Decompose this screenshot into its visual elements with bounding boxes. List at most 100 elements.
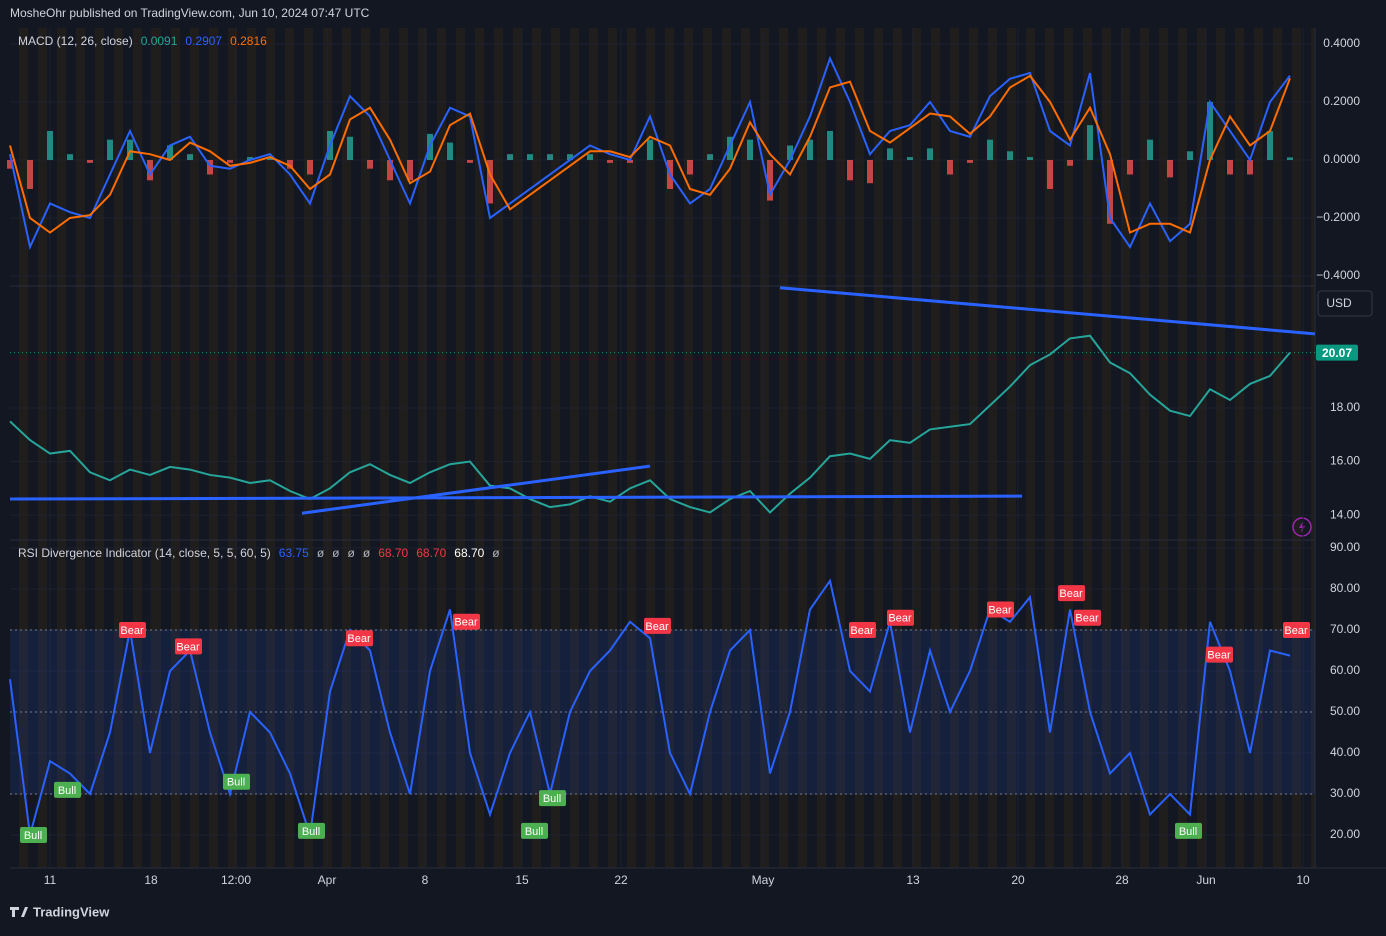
histogram-bar (1007, 151, 1013, 160)
histogram-bar (747, 139, 753, 160)
signal-tag (298, 822, 325, 839)
legend-value: ø (332, 546, 340, 560)
signal-label: Bear (888, 613, 912, 625)
histogram-bar (487, 159, 493, 204)
signal-tag (346, 630, 373, 647)
histogram-bar (587, 154, 593, 160)
histogram-bar (827, 130, 833, 160)
signal-tag (644, 617, 671, 634)
signal-label: Bear (1075, 613, 1099, 625)
histogram-bar (987, 139, 993, 160)
header: MosheOhr published on TradingView.com, J… (10, 6, 370, 20)
signal-tag (223, 773, 250, 790)
histogram-bar (347, 136, 353, 160)
legend-value: 68.70 (378, 546, 408, 560)
y-tick-label: 0.0000 (1323, 152, 1360, 166)
y-tick-label: 70.00 (1330, 622, 1360, 636)
signal-label: Bear (988, 604, 1012, 616)
x-tick-label: 11 (44, 873, 57, 887)
histogram-bar (947, 159, 953, 175)
histogram-bar (27, 159, 33, 189)
legend-value: ø (363, 546, 371, 560)
histogram-bar (907, 157, 913, 160)
y-tick-label: 80.00 (1330, 581, 1360, 595)
histogram-bar (707, 154, 713, 160)
x-tick-label: 18 (144, 873, 158, 887)
signal-tag (849, 621, 876, 638)
histogram-bar (847, 159, 853, 181)
histogram-bar (407, 159, 413, 181)
y-tick-label: 40.00 (1330, 745, 1360, 759)
y-tick-label: 14.00 (1330, 507, 1360, 521)
signal-tag (175, 638, 202, 655)
histogram-bar (147, 159, 153, 181)
signal-label: Bear (120, 625, 144, 637)
signal-tag (521, 822, 548, 839)
legend-value: 0.2907 (185, 34, 222, 48)
histogram-bar (1067, 159, 1073, 166)
y-tick-label: −0.4000 (1316, 268, 1360, 282)
signal-tag (1058, 585, 1085, 602)
signal-tag (1175, 822, 1202, 839)
signal-label: Bear (347, 633, 371, 645)
x-tick-label: 22 (614, 873, 628, 887)
signal-label: Bear (1059, 588, 1083, 600)
y-tick-label: 50.00 (1330, 704, 1360, 718)
signal-label: Bull (302, 826, 320, 838)
last-price-box (1316, 344, 1358, 361)
signal-label: Bull (227, 777, 245, 789)
footer: TradingView (33, 904, 110, 919)
pane-title: RSI Divergence Indicator (14, close, 5, … (18, 546, 271, 560)
x-tick-label: 20 (1011, 873, 1025, 887)
signal-tag (1283, 621, 1310, 638)
alert-icon[interactable] (1292, 517, 1312, 537)
x-tick-label: Jun (1196, 873, 1215, 887)
trendline (301, 464, 651, 515)
x-tick-label: Apr (318, 873, 337, 887)
y-tick-label: 20.00 (1330, 827, 1360, 841)
histogram-bar (127, 139, 133, 160)
legend-value: 0.0091 (141, 34, 178, 48)
signal-tag (987, 601, 1014, 618)
trendline (779, 286, 1316, 336)
y-tick-label: 0.4000 (1323, 36, 1360, 50)
histogram-bar (1087, 125, 1093, 160)
signal-label: Bull (1179, 826, 1197, 838)
histogram-bar (807, 139, 813, 160)
histogram-bar (1167, 159, 1173, 178)
y-tick-label: 0.2000 (1323, 94, 1360, 108)
logo (10, 907, 28, 917)
histogram-bar (867, 159, 873, 184)
histogram-bar (1047, 159, 1053, 189)
histogram-bar (107, 139, 113, 160)
histogram-bar (447, 142, 453, 160)
histogram-bar (727, 136, 733, 160)
histogram-bar (887, 148, 893, 160)
histogram-bar (287, 159, 293, 169)
y-tick-label: 16.00 (1330, 454, 1360, 468)
y-tick-label: 90.00 (1330, 540, 1360, 554)
y-tick-label: 60.00 (1330, 663, 1360, 677)
y-tick-label: 18.00 (1330, 400, 1360, 414)
histogram-bar (687, 159, 693, 175)
histogram-bar (387, 159, 393, 181)
signal-label: Bear (454, 617, 478, 629)
signal-label: Bear (645, 621, 669, 633)
histogram-bar (367, 159, 373, 169)
legend-value: 0.2816 (230, 34, 267, 48)
histogram-bar (507, 154, 513, 160)
histogram-bar (67, 154, 73, 160)
histogram-bar (767, 159, 773, 201)
signal-label: Bear (1207, 650, 1231, 662)
histogram-bar (1107, 159, 1113, 224)
histogram-bar (47, 130, 53, 160)
x-tick-label: 13 (906, 873, 920, 887)
histogram-bar (87, 159, 93, 163)
x-tick-label: 10 (1296, 873, 1310, 887)
legend-value: ø (317, 546, 325, 560)
histogram-bar (1127, 159, 1133, 175)
pane-title: MACD (12, 26, close) (18, 34, 133, 48)
series-line (9, 334, 1291, 514)
histogram-bar (1267, 130, 1273, 160)
